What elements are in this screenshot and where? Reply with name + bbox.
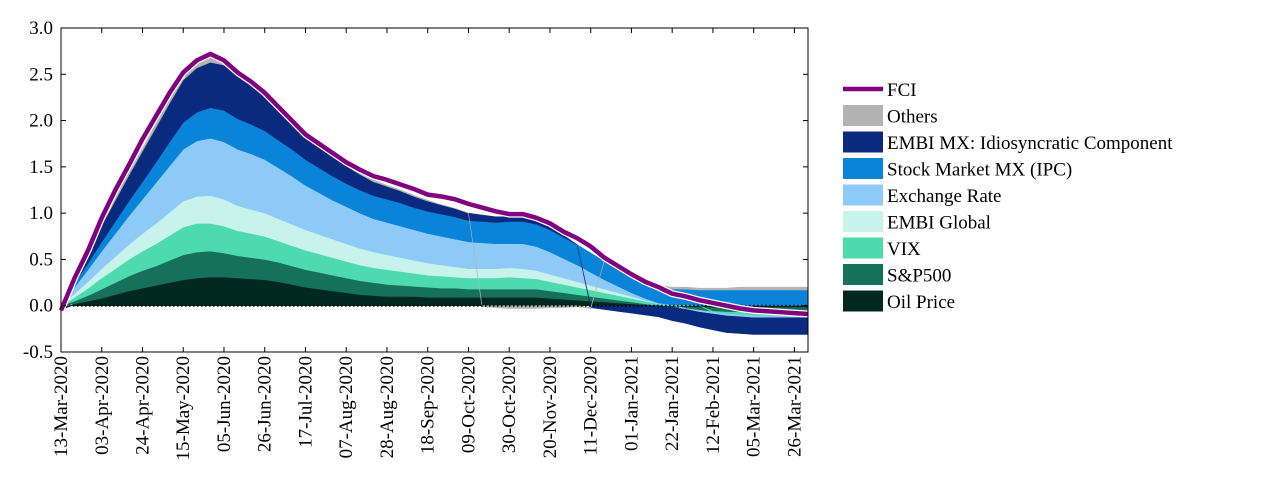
legend-label: Stock Market MX (IPC) [887, 160, 1072, 181]
x-tick-label: 01-Jan-2021 [621, 356, 642, 451]
x-tick-label: 15-May-2020 [173, 356, 194, 460]
legend-swatch [843, 237, 883, 259]
legend-label: S&P500 [887, 266, 951, 287]
legend-swatch [843, 264, 883, 285]
x-tick-label: 05-Mar-2021 [744, 356, 765, 457]
plot-frame [60, 27, 809, 353]
legend-label: EMBI MX: Idiosyncratic Component [887, 133, 1173, 154]
y-axis: -0.5 0.0 0.5 1.0 1.5 2.0 2.5 3.0 [23, 18, 808, 363]
x-tick-label: 20-Nov-2020 [540, 356, 561, 458]
y-tick-label: 3.0 [29, 18, 53, 39]
legend-swatch [843, 290, 883, 312]
x-tick-label: 03-Apr-2020 [92, 356, 113, 455]
legend-label: FCI [887, 80, 917, 101]
legend-swatch [843, 184, 883, 206]
legend-label: Oil Price [887, 292, 955, 313]
x-tick-label: 26-Mar-2021 [784, 356, 805, 457]
legend: FCI Others EMBI MX: Idiosyncratic Componen… [843, 80, 1173, 313]
stacked-areas [60, 56, 809, 335]
legend-label: Others [887, 107, 938, 128]
x-tick-label: 28-Aug-2020 [377, 356, 398, 458]
y-tick-label: -0.5 [23, 342, 53, 363]
legend-swatch [843, 158, 883, 179]
x-tick-label: 12-Feb-2021 [703, 356, 724, 454]
legend-swatch [843, 105, 883, 126]
x-tick-label: 11-Dec-2020 [581, 356, 602, 456]
x-tick-label: 18-Sep-2020 [418, 356, 439, 454]
legend-label: EMBI Global [887, 213, 991, 234]
x-tick-label: 07-Aug-2020 [336, 356, 357, 458]
y-tick-label: 0.0 [29, 296, 53, 317]
legend-label: VIX [887, 239, 921, 260]
legend-swatch [843, 131, 883, 153]
x-axis: 13-Mar-2020 03-Apr-2020 24-Apr-2020 15-May-… [51, 28, 805, 460]
y-tick-label: 2.5 [29, 64, 53, 85]
y-tick-label: 0.5 [29, 249, 53, 270]
y-tick-label: 1.5 [29, 157, 53, 178]
y-tick-label: 1.0 [29, 203, 53, 224]
legend-swatch [843, 211, 883, 232]
x-tick-label: 24-Apr-2020 [132, 356, 153, 455]
fci-line [58, 51, 809, 317]
x-tick-label: 09-Oct-2020 [458, 356, 479, 453]
legend-label: Exchange Rate [887, 186, 1001, 207]
x-tick-label: 05-Jun-2020 [214, 356, 235, 452]
x-tick-label: 17-Jul-2020 [295, 356, 316, 448]
x-tick-label: 22-Jan-2021 [662, 356, 683, 451]
x-tick-label: 30-Oct-2020 [499, 356, 520, 453]
x-tick-label: 13-Mar-2020 [51, 356, 72, 457]
x-tick-label: 26-Jun-2020 [255, 356, 276, 452]
y-tick-label: 2.0 [29, 111, 53, 132]
